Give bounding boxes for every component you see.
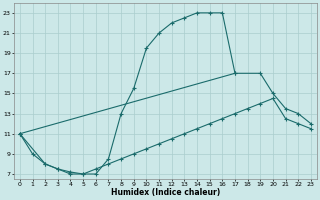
X-axis label: Humidex (Indice chaleur): Humidex (Indice chaleur): [111, 188, 220, 197]
